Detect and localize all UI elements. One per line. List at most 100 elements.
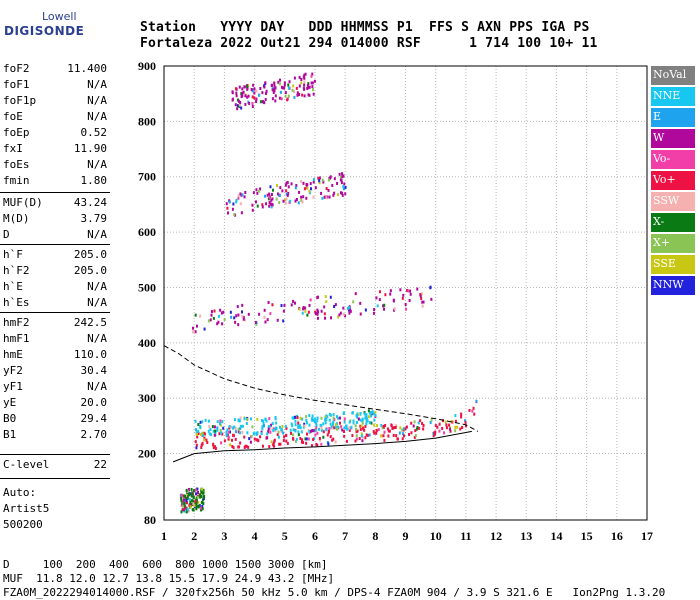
echo-point bbox=[401, 432, 404, 436]
echo-point bbox=[398, 431, 401, 435]
echo-point bbox=[250, 88, 253, 92]
echo-point bbox=[277, 80, 280, 84]
echo-point bbox=[243, 435, 246, 439]
echo-point bbox=[237, 445, 240, 449]
echo-point bbox=[196, 487, 199, 491]
echo-point bbox=[417, 421, 420, 425]
echo-point bbox=[191, 330, 194, 334]
echo-point bbox=[199, 426, 202, 430]
echo-point bbox=[216, 428, 219, 432]
echo-point bbox=[273, 89, 276, 93]
echo-point bbox=[252, 83, 255, 87]
echo-point bbox=[278, 425, 281, 429]
echo-point bbox=[207, 319, 210, 323]
echo-point bbox=[372, 412, 375, 416]
echo-point bbox=[244, 190, 247, 194]
scaled-row-h-es: h`Es N/A bbox=[0, 296, 110, 312]
echo-point bbox=[324, 421, 327, 425]
echo-point bbox=[218, 432, 221, 436]
echo-point bbox=[210, 310, 213, 314]
echo-point bbox=[340, 425, 343, 429]
echo-point bbox=[231, 438, 234, 442]
echo-point bbox=[475, 399, 478, 403]
echo-point bbox=[253, 96, 256, 100]
echo-point bbox=[329, 295, 332, 299]
echo-point bbox=[413, 435, 416, 439]
echo-point bbox=[269, 185, 272, 189]
echo-point bbox=[345, 424, 348, 428]
echo-point bbox=[188, 497, 191, 501]
echo-point bbox=[268, 200, 271, 204]
echo-point bbox=[308, 85, 311, 89]
echo-point bbox=[270, 205, 273, 209]
echo-point bbox=[380, 424, 383, 428]
echo-point bbox=[324, 417, 327, 421]
echo-point bbox=[360, 434, 363, 438]
echo-point bbox=[247, 445, 250, 449]
echo-point bbox=[273, 84, 276, 88]
echo-point bbox=[313, 79, 316, 83]
echo-point bbox=[285, 181, 288, 185]
echo-point bbox=[316, 296, 319, 300]
echo-point bbox=[194, 419, 197, 423]
echo-point bbox=[282, 431, 285, 435]
echo-point bbox=[202, 497, 205, 501]
echo-point bbox=[349, 309, 352, 313]
echo-point bbox=[195, 324, 198, 328]
echo-point bbox=[344, 185, 347, 189]
echo-point bbox=[225, 202, 228, 206]
echo-point bbox=[268, 424, 271, 428]
echo-point bbox=[201, 431, 204, 435]
echo-point bbox=[264, 81, 267, 85]
echo-point bbox=[305, 441, 308, 445]
scaled-row-h-e: h`E N/A bbox=[0, 280, 110, 296]
echo-point bbox=[393, 426, 396, 430]
echo-point bbox=[332, 420, 335, 424]
echo-point bbox=[335, 415, 338, 419]
echo-point bbox=[259, 187, 262, 191]
echo-point bbox=[304, 72, 307, 76]
echo-point bbox=[430, 297, 433, 301]
echo-point bbox=[342, 430, 345, 434]
echo-point bbox=[243, 417, 246, 421]
echo-point bbox=[251, 105, 254, 109]
scaled-value: N/A bbox=[87, 110, 107, 123]
echo-point bbox=[347, 306, 350, 310]
echo-point bbox=[407, 289, 410, 293]
echo-point bbox=[321, 178, 324, 182]
x-tick-label: 11 bbox=[460, 529, 471, 543]
echo-point bbox=[421, 421, 424, 425]
echo-point bbox=[240, 424, 243, 428]
echo-point bbox=[410, 421, 413, 425]
echo-point bbox=[354, 424, 357, 428]
echo-point bbox=[233, 425, 236, 429]
echo-point bbox=[306, 86, 309, 90]
echo-point bbox=[299, 436, 302, 440]
echo-point bbox=[199, 314, 202, 318]
echo-point bbox=[372, 311, 375, 315]
echo-point bbox=[352, 419, 355, 423]
echo-point bbox=[237, 418, 240, 422]
echo-point bbox=[346, 427, 349, 431]
echo-point bbox=[303, 87, 306, 91]
echo-point bbox=[287, 191, 290, 195]
echo-point bbox=[237, 313, 240, 317]
echo-point bbox=[209, 428, 212, 432]
echo-point bbox=[306, 186, 309, 190]
x-tick-label: 4 bbox=[252, 529, 258, 543]
echo-point bbox=[274, 99, 277, 103]
echo-point bbox=[290, 422, 293, 426]
echo-point bbox=[264, 194, 267, 198]
echo-point bbox=[270, 202, 273, 206]
echo-point bbox=[189, 505, 192, 509]
echo-point bbox=[402, 293, 405, 297]
echo-point bbox=[338, 172, 341, 176]
echo-point bbox=[298, 93, 301, 97]
echo-point bbox=[241, 314, 244, 318]
scaled-value: 29.4 bbox=[80, 412, 108, 425]
echo-point bbox=[237, 194, 240, 198]
echo-point bbox=[454, 429, 457, 433]
echo-point bbox=[248, 437, 251, 441]
artist-label: Artist5 bbox=[3, 502, 50, 515]
echo-point bbox=[282, 309, 285, 313]
